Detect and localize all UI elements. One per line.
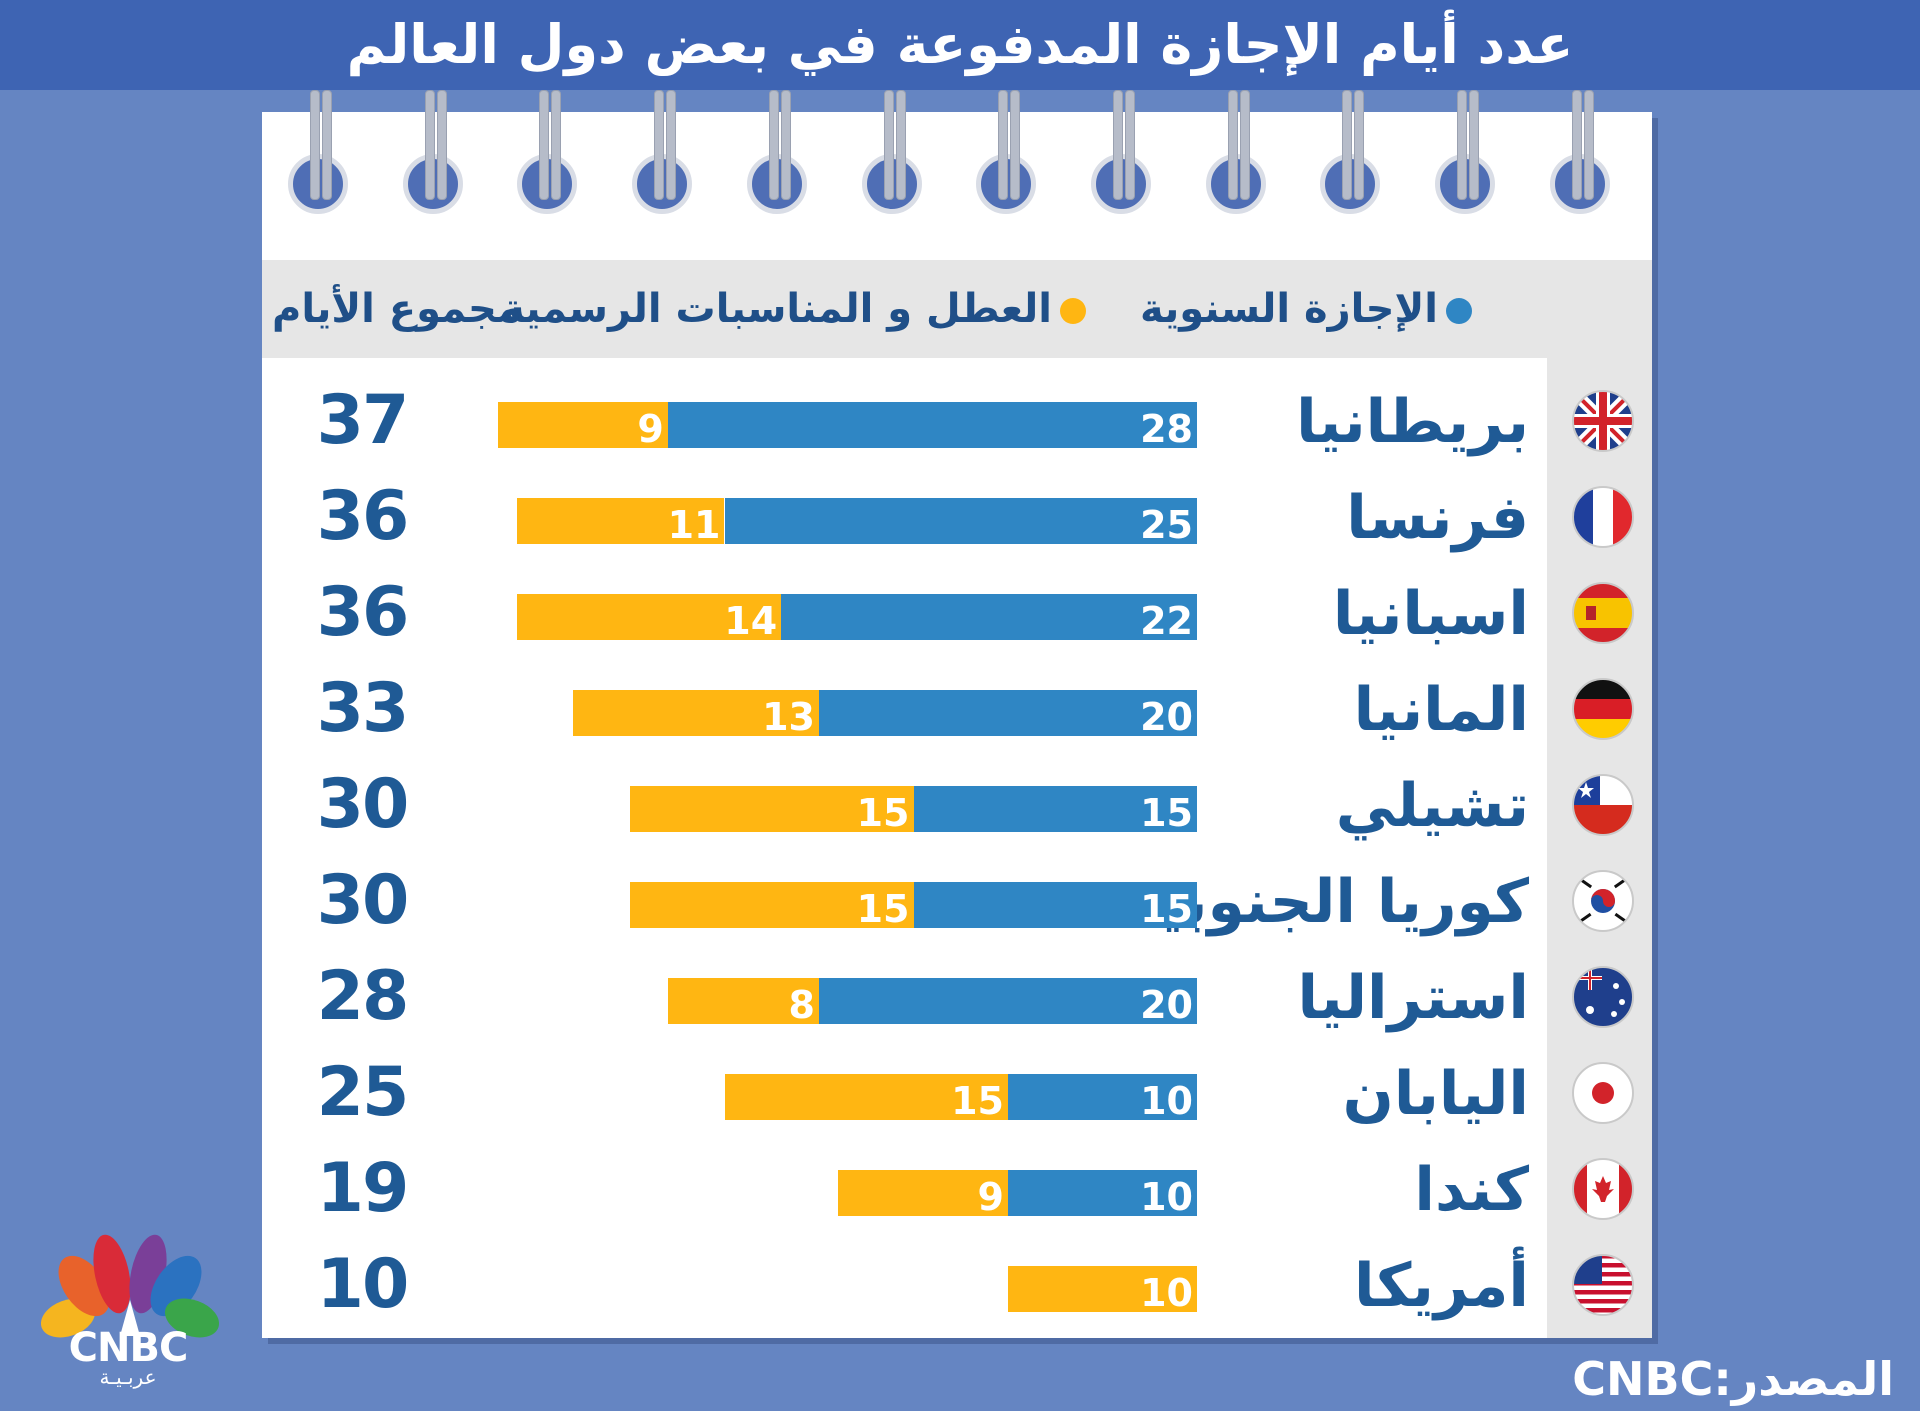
chart-row: اليابان 10 15 25 — [262, 1046, 1652, 1142]
total-days-value: 30 — [316, 861, 410, 940]
canada-flag-icon — [1572, 1158, 1634, 1220]
annual-leave-bar — [724, 498, 1197, 544]
legend-holidays-label: العطل و المناسبات الرسمية — [501, 286, 1052, 332]
source-note: المصدر:CNBC — [1572, 1352, 1894, 1406]
legend-annual: الإجازة السنوية — [1140, 286, 1472, 332]
holidays-value: 15 — [951, 1079, 1004, 1123]
holidays-value: 9 — [637, 407, 664, 451]
annual-leave-value: 15 — [1140, 791, 1193, 835]
annual-leave-value: 20 — [1140, 695, 1193, 739]
chart-row: فرنسا 25 11 36 — [262, 470, 1652, 566]
legend-holidays: العطل و المناسبات الرسمية — [501, 286, 1086, 332]
holidays-bar — [1008, 1266, 1197, 1312]
holidays-value: 15 — [856, 791, 910, 835]
holidays-bar — [573, 690, 819, 736]
title-bar: عدد أيام الإجازة المدفوعة في بعض دول الع… — [0, 0, 1920, 90]
total-days-value: 10 — [316, 1245, 410, 1324]
holidays-bar — [630, 882, 914, 928]
chart-row: كندا 10 9 19 — [262, 1142, 1652, 1238]
holidays-bar — [724, 1074, 1008, 1120]
total-days-value: 25 — [316, 1053, 410, 1132]
country-name: بريطانيا — [1296, 387, 1529, 457]
annual-leave-bar — [667, 402, 1197, 448]
annual-leave-bar — [819, 978, 1197, 1024]
chile-flag-icon — [1572, 774, 1634, 836]
chart-row: استراليا 20 8 28 — [262, 950, 1652, 1046]
annual-leave-value: 28 — [1140, 407, 1193, 451]
annual-leave-value: 10 — [1140, 1175, 1193, 1219]
holidays-value: 9 — [977, 1175, 1004, 1219]
annual-leave-bar — [781, 594, 1197, 640]
calendar-card: الإجازة السنوية العطل و المناسبات الرسمي… — [262, 90, 1652, 1338]
total-days-value: 19 — [316, 1149, 410, 1228]
annual-leave-bar — [913, 882, 1197, 928]
country-name: اليابان — [1342, 1059, 1529, 1129]
logo-subtitle: عربـيـة — [99, 1365, 157, 1389]
total-days-value: 30 — [316, 765, 410, 844]
chart-row: اسبانيا 22 14 36 — [262, 566, 1652, 662]
annual-leave-bar — [1008, 1170, 1197, 1216]
holidays-bar — [837, 1170, 1008, 1216]
cnbc-peacock-logo-icon — [40, 1234, 220, 1338]
holidays-value: 8 — [788, 983, 815, 1027]
holidays-bar — [630, 786, 914, 832]
germany-flag-icon — [1572, 678, 1634, 740]
holidays-value: 15 — [856, 887, 910, 931]
annual-leave-bar — [913, 786, 1197, 832]
australia-flag-icon — [1572, 966, 1634, 1028]
legend-total-header: مجموع الأيام — [272, 286, 522, 332]
annual-leave-value: 25 — [1140, 503, 1193, 547]
holidays-value: 10 — [1140, 1271, 1193, 1315]
spain-flag-icon — [1572, 582, 1634, 644]
legend-holidays-dot-icon — [1060, 298, 1086, 324]
annual-leave-bar — [819, 690, 1197, 736]
chart-row: كوريا الجنوبية 15 15 30 — [262, 854, 1652, 950]
holidays-bar — [516, 498, 725, 544]
total-days-value: 36 — [316, 477, 410, 556]
chart-row: بريطانيا 28 9 37 — [262, 374, 1652, 470]
holidays-bar — [497, 402, 668, 448]
holidays-value: 13 — [762, 695, 815, 739]
country-name: المانيا — [1353, 675, 1529, 745]
uk-flag-icon — [1572, 390, 1634, 452]
total-days-value: 37 — [316, 381, 410, 460]
total-days-value: 28 — [316, 957, 410, 1036]
chart-title: عدد أيام الإجازة المدفوعة في بعض دول الع… — [346, 13, 1574, 76]
country-name: استراليا — [1297, 963, 1529, 1033]
legend-annual-dot-icon — [1446, 298, 1472, 324]
holidays-value: 11 — [667, 503, 721, 547]
usa-flag-icon — [1572, 1254, 1634, 1316]
annual-leave-value: 20 — [1140, 983, 1193, 1027]
annual-leave-value: 15 — [1140, 887, 1193, 931]
annual-leave-bar — [1008, 1074, 1197, 1120]
legend-annual-label: الإجازة السنوية — [1139, 286, 1438, 332]
japan-flag-icon — [1572, 1062, 1634, 1124]
country-name: اسبانيا — [1332, 579, 1529, 649]
chart-row: تشيلي 15 15 30 — [262, 758, 1652, 854]
holidays-bar — [667, 978, 819, 1024]
country-name: فرنسا — [1346, 483, 1529, 553]
annual-leave-value: 10 — [1140, 1079, 1193, 1123]
legend-band: الإجازة السنوية العطل و المناسبات الرسمي… — [262, 260, 1652, 358]
country-name: تشيلي — [1335, 771, 1529, 841]
total-days-value: 36 — [316, 573, 410, 652]
holidays-value: 14 — [724, 599, 778, 643]
country-name: أمريكا — [1354, 1251, 1529, 1321]
south-korea-flag-icon — [1572, 870, 1634, 932]
chart-row: أمريكا 10 10 — [262, 1238, 1652, 1334]
country-name: كندا — [1414, 1155, 1529, 1225]
france-flag-icon — [1572, 486, 1634, 548]
chart-row: المانيا 20 13 33 — [262, 662, 1652, 758]
annual-leave-value: 22 — [1140, 599, 1193, 643]
total-days-value: 33 — [316, 669, 410, 748]
holidays-bar — [516, 594, 782, 640]
logo-name: CNBC — [68, 1325, 189, 1371]
